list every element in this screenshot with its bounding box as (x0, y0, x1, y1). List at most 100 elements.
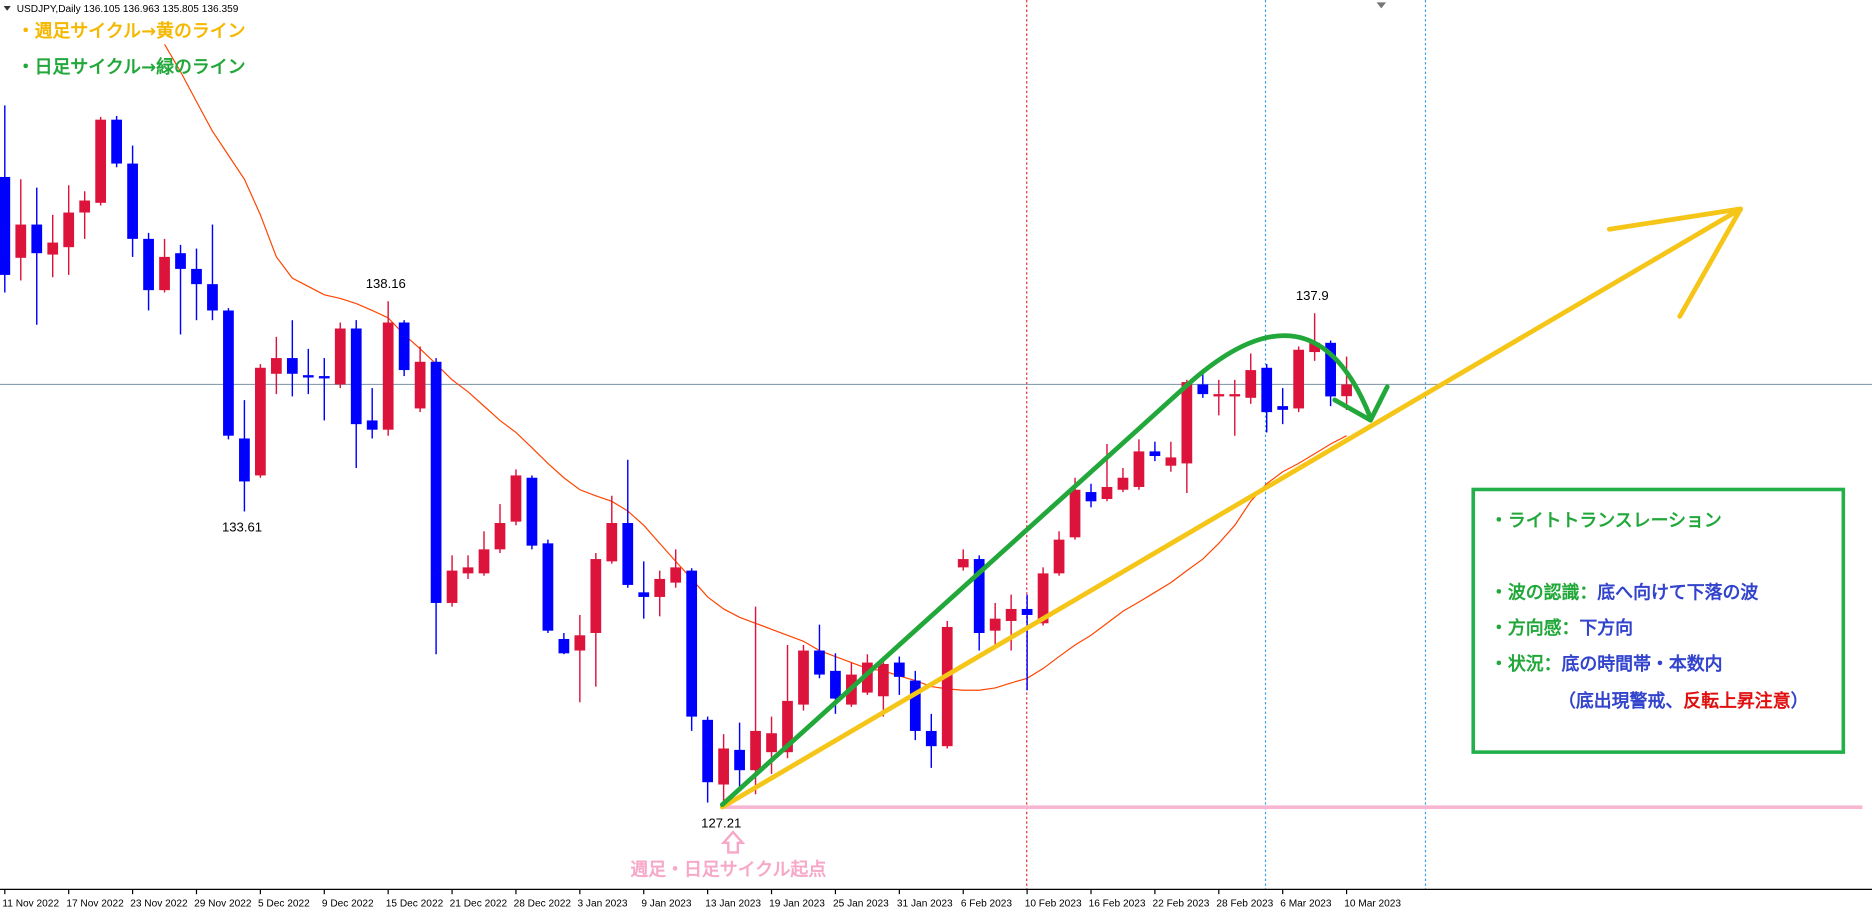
candle-body (382, 322, 394, 430)
candle-body (111, 119, 122, 164)
candle-body (318, 376, 330, 379)
box-text: ・ライトトランスレーション (1490, 511, 1722, 532)
candle-body (1053, 539, 1065, 574)
x-tick-label: 13 Jan 2023 (705, 898, 761, 909)
candle-body (191, 268, 202, 285)
candle-body (606, 523, 618, 562)
box-line: （底出現警戒、反転上昇注意） (1558, 690, 1809, 712)
candle-body (159, 256, 170, 291)
candle-body (542, 543, 554, 631)
drawings (3, 0, 1427, 890)
candle-body (734, 749, 745, 771)
candle-body (510, 475, 522, 522)
x-tick-label: 21 Dec 2022 (450, 898, 508, 909)
candle-body (654, 578, 666, 597)
x-tick-label: 9 Jan 2023 (641, 898, 691, 909)
price-label: 133.61 (222, 520, 262, 535)
header: USDJPY,Daily 136.105 136.963 135.805 136… (17, 4, 239, 15)
candle-body (862, 662, 873, 693)
origin-label: 週足・日足サイクル起点 (630, 858, 826, 880)
x-tick-label: 31 Jan 2023 (897, 898, 953, 909)
box-text: （底出現警戒、 (1558, 690, 1683, 712)
candle-body (1245, 370, 1257, 398)
candle-body (814, 650, 825, 675)
candle-body (127, 163, 138, 239)
candle-body (79, 200, 91, 213)
candle-body (941, 626, 953, 747)
candle-body (877, 663, 889, 697)
candle-body (782, 700, 793, 753)
candle-body (414, 361, 426, 409)
candle-body (893, 662, 905, 677)
candle-body (207, 284, 218, 311)
candle-body (175, 253, 186, 269)
x-tick-label: 11 Nov 2022 (2, 898, 59, 909)
candle-body (670, 567, 682, 583)
x-tick-label: 23 Nov 2022 (130, 898, 188, 909)
weekly-cycle-line (719, 206, 1744, 810)
candle-body (622, 523, 634, 585)
note: ・週足サイクル→黄のライン (17, 20, 246, 42)
price-label: 137.9 (1296, 288, 1329, 303)
header-icon (3, 5, 11, 11)
box-line: ・ライトトランスレーション (1490, 511, 1722, 532)
candle-body (686, 570, 698, 717)
candle-body (239, 438, 250, 482)
candle-body (1213, 394, 1225, 397)
x-tick-label: 16 Feb 2023 (1089, 898, 1146, 909)
x-tick-label: 29 Nov 2022 (194, 898, 252, 909)
x-tick-label: 5 Dec 2022 (258, 898, 310, 909)
x-tick-label: 17 Nov 2022 (66, 898, 124, 909)
candle-body (286, 358, 298, 374)
candle-body (1229, 394, 1241, 397)
candle-body (366, 420, 378, 430)
candle-body (15, 224, 27, 258)
candle-body (63, 212, 75, 248)
candle-body (223, 310, 234, 436)
candle-body (462, 567, 474, 574)
candle-body (1277, 406, 1289, 410)
candle-body (574, 635, 586, 651)
x-tick-label: 10 Feb 2023 (1025, 898, 1082, 909)
candle-body (957, 559, 969, 568)
daily-cycle-arrowhead (1332, 384, 1390, 423)
weekly-cycle-arrowhead (1606, 206, 1744, 319)
shift-marker (1376, 2, 1387, 9)
candle-body (350, 328, 362, 425)
price-label: 138.16 (366, 276, 406, 291)
candle-body (478, 549, 490, 574)
candle-body (47, 242, 59, 255)
candle-body (1133, 451, 1145, 487)
candle-body (1309, 342, 1321, 353)
candle-body (95, 119, 107, 203)
candle-body (989, 618, 1001, 631)
candle-body (909, 680, 921, 731)
x-tick-label: 9 Dec 2022 (322, 898, 374, 909)
candle-body (1165, 457, 1177, 466)
x-tick-label: 28 Dec 2022 (514, 898, 572, 909)
price-label: 127.21 (701, 815, 741, 830)
candle-body (1005, 608, 1017, 621)
box-text: 下方向 (1579, 617, 1633, 639)
candle-body (430, 361, 442, 603)
candle-body (143, 238, 154, 291)
origin-arrow (720, 830, 746, 854)
x-tick-label: 6 Feb 2023 (961, 898, 1013, 909)
x-tick-label: 25 Jan 2023 (833, 898, 889, 909)
candle-body (718, 748, 729, 785)
candle-body (830, 670, 841, 699)
candle-body (302, 375, 314, 378)
candle-body (766, 733, 777, 753)
candle-body (1117, 477, 1129, 490)
candle-body (31, 224, 43, 254)
x-tick-label: 6 Mar 2023 (1280, 898, 1332, 909)
trend-lines (719, 206, 1846, 854)
candle-body (1101, 486, 1113, 499)
candle-body (558, 638, 570, 654)
x-tick-label: 28 Feb 2023 (1216, 898, 1273, 909)
box-text: ・方向感： (1490, 617, 1579, 639)
candle-body (270, 358, 282, 374)
box-text: ・波の認識： (1490, 581, 1597, 603)
